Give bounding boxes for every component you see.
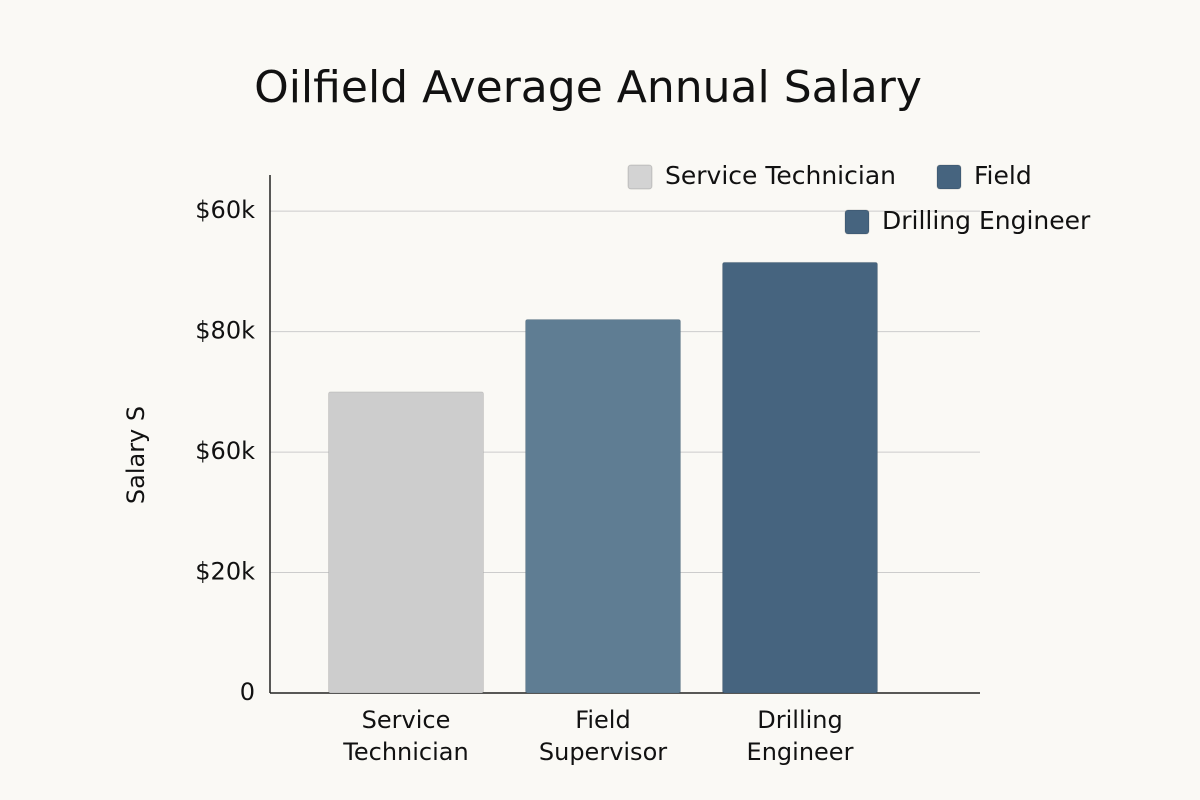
y-tick-label: $80k [195, 317, 255, 345]
y-tick-label: $20k [195, 558, 255, 586]
bar [722, 261, 878, 694]
y-tick-label: $60k [195, 437, 255, 465]
x-tick-label: Drilling Engineer [746, 706, 854, 766]
legend-label: Drilling Engineer [882, 206, 1091, 235]
x-tick-label: Service Technician [343, 706, 469, 766]
y-tick-label: 0 [240, 678, 255, 706]
legend-label: Service Technician [665, 161, 896, 190]
legend-label: Field [974, 161, 1032, 190]
y-axis-label: Salary S [122, 406, 150, 504]
legend-swatch [844, 209, 870, 235]
x-tick-label: Field Supervisor [538, 706, 668, 766]
bar [525, 319, 681, 694]
legend-swatch [936, 164, 962, 190]
legend-swatch [627, 164, 653, 190]
chart-title: Oilfield Average Annual Salary [254, 62, 922, 113]
y-tick-label: $60k [195, 196, 255, 224]
bar [328, 391, 484, 694]
